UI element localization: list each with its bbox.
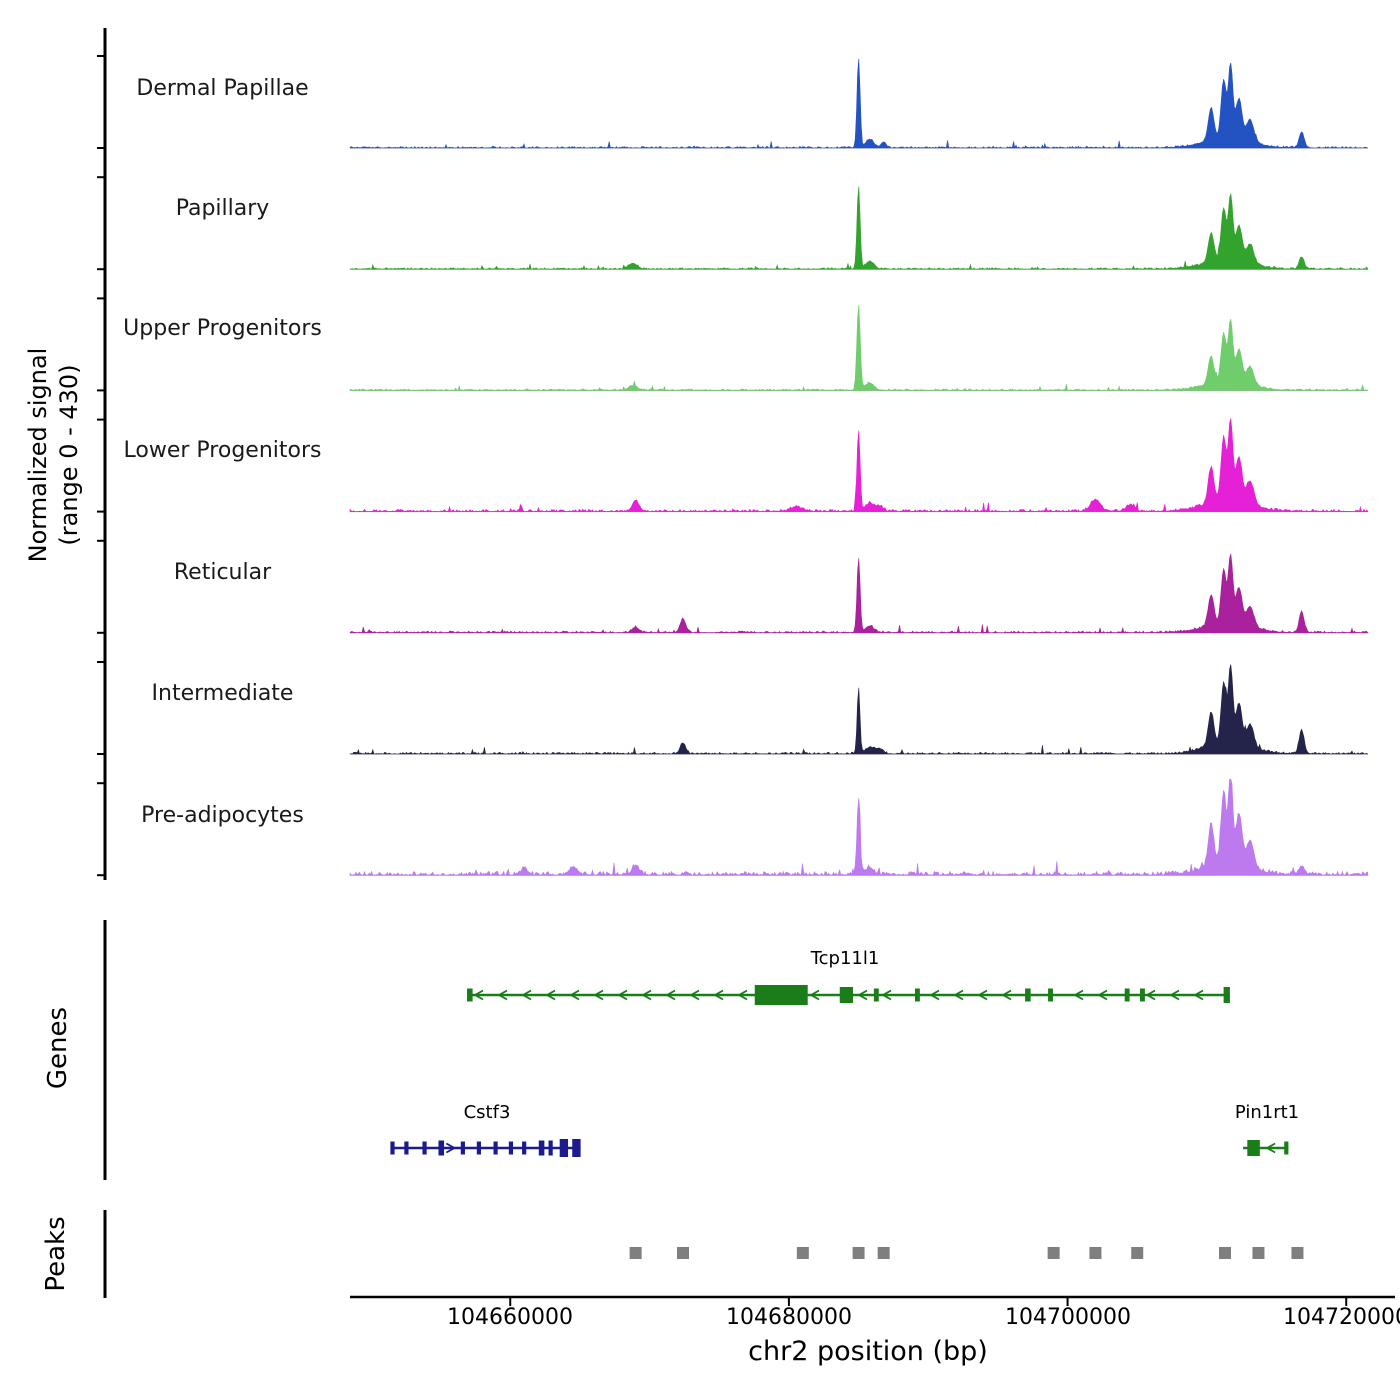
strand-arrow-icon (929, 989, 940, 1001)
strand-arrow-icon (569, 989, 580, 1001)
strand-arrow-icon (1193, 989, 1204, 1001)
track-label-pre-adipocytes: Pre-adipocytes (141, 803, 304, 828)
y-axis-label-line2: (range 0 - 430) (55, 364, 83, 546)
exon-rect (873, 988, 879, 1002)
exon-rect (559, 1139, 569, 1157)
strand-arrow-icon (881, 989, 892, 1001)
x-tick-label-1: 104680000 (726, 1305, 852, 1330)
track-label-reticular: Reticular (173, 560, 272, 585)
signal-track-2 (349, 304, 1369, 391)
strand-arrow-icon (1265, 1142, 1276, 1154)
exon-rect (1223, 987, 1230, 1003)
y-axis-label: Normalized signal (range 0 - 430) (23, 348, 85, 563)
exon-rect (839, 987, 853, 1003)
strand-arrow-icon (857, 989, 868, 1001)
peak-marker (1131, 1247, 1144, 1259)
exon-rect (572, 1139, 581, 1157)
exon-rect (522, 1141, 527, 1155)
exon-rect (422, 1141, 427, 1155)
track-label-lower-progenitors: Lower Progenitors (123, 438, 322, 463)
strand-arrow-icon (1169, 989, 1180, 1001)
exon-rect (1247, 1140, 1260, 1156)
track-label-intermediate: Intermediate (151, 681, 294, 706)
strand-arrow-icon (593, 989, 604, 1001)
exon-rect (493, 1141, 498, 1155)
signal-track-0 (349, 58, 1368, 149)
strand-arrow-icon (521, 989, 532, 1001)
x-axis-title: chr2 position (bp) (748, 1336, 988, 1367)
exon-rect (390, 1141, 395, 1155)
exon-rect (538, 1140, 545, 1156)
exon-rect (476, 1141, 481, 1155)
exon-rect (754, 985, 808, 1005)
track-label-dermal-papillae: Dermal Papillae (136, 76, 309, 101)
y-axis-label-line1: Normalized signal (23, 347, 52, 563)
gene-label-cstf3: Cstf3 (463, 1102, 511, 1123)
strand-arrow-icon (617, 989, 628, 1001)
exon-rect (1124, 988, 1130, 1002)
peak-marker (852, 1247, 865, 1259)
signal-track-1 (349, 186, 1369, 270)
peak-marker (1089, 1247, 1102, 1259)
strand-arrow-icon (665, 989, 676, 1001)
strand-arrow-icon (497, 989, 508, 1001)
gene-label-pin1rt1: Pin1rt1 (1234, 1102, 1300, 1123)
signal-track-5 (349, 664, 1368, 755)
peak-marker (1219, 1247, 1232, 1259)
exon-rect (1025, 988, 1031, 1002)
exon-rect (1284, 1141, 1289, 1155)
strand-arrow-icon (545, 989, 556, 1001)
peak-marker (1252, 1247, 1265, 1259)
strand-arrow-icon (977, 989, 988, 1001)
peaks-section-label: Peaks (41, 1216, 71, 1292)
exon-rect (1140, 988, 1145, 1002)
strand-arrow-icon (1073, 989, 1084, 1001)
exon-rect (438, 1140, 445, 1156)
exon-rect (914, 988, 920, 1002)
peak-marker (677, 1247, 690, 1259)
exon-rect (404, 1141, 409, 1155)
genes-section-label: Genes (43, 1006, 73, 1090)
signal-track-3 (349, 418, 1369, 513)
peak-marker (877, 1247, 890, 1259)
signal-track-6 (349, 778, 1369, 877)
x-tick-label-3: 104720000 (1283, 1305, 1400, 1330)
strand-arrow-icon (473, 989, 484, 1001)
x-tick-label-2: 104700000 (1005, 1305, 1131, 1330)
strand-arrow-icon (809, 989, 820, 1001)
signal-track-4 (349, 553, 1369, 634)
strand-arrow-icon (1001, 989, 1012, 1001)
strand-arrow-icon (1145, 989, 1156, 1001)
gene-label-tcp11l1: Tcp11l1 (810, 948, 880, 969)
peak-marker (629, 1247, 642, 1259)
peak-marker (796, 1247, 809, 1259)
peak-marker (1047, 1247, 1060, 1259)
track-label-papillary: Papillary (175, 196, 270, 221)
peak-marker (1291, 1247, 1304, 1259)
exon-rect (548, 1140, 553, 1156)
strand-arrow-icon (1097, 989, 1108, 1001)
strand-arrow-icon (641, 989, 652, 1001)
exon-rect (467, 988, 473, 1002)
exon-rect (460, 1141, 465, 1155)
strand-arrow-icon (737, 989, 748, 1001)
strand-arrow-icon (689, 989, 700, 1001)
x-tick-label-0: 104660000 (447, 1305, 573, 1330)
track-label-upper-progenitors: Upper Progenitors (123, 316, 322, 341)
exon-rect (1048, 988, 1053, 1002)
exon-rect (508, 1141, 514, 1155)
strand-arrow-icon (445, 1142, 457, 1154)
strand-arrow-icon (713, 989, 724, 1001)
strand-arrow-icon (953, 989, 964, 1001)
